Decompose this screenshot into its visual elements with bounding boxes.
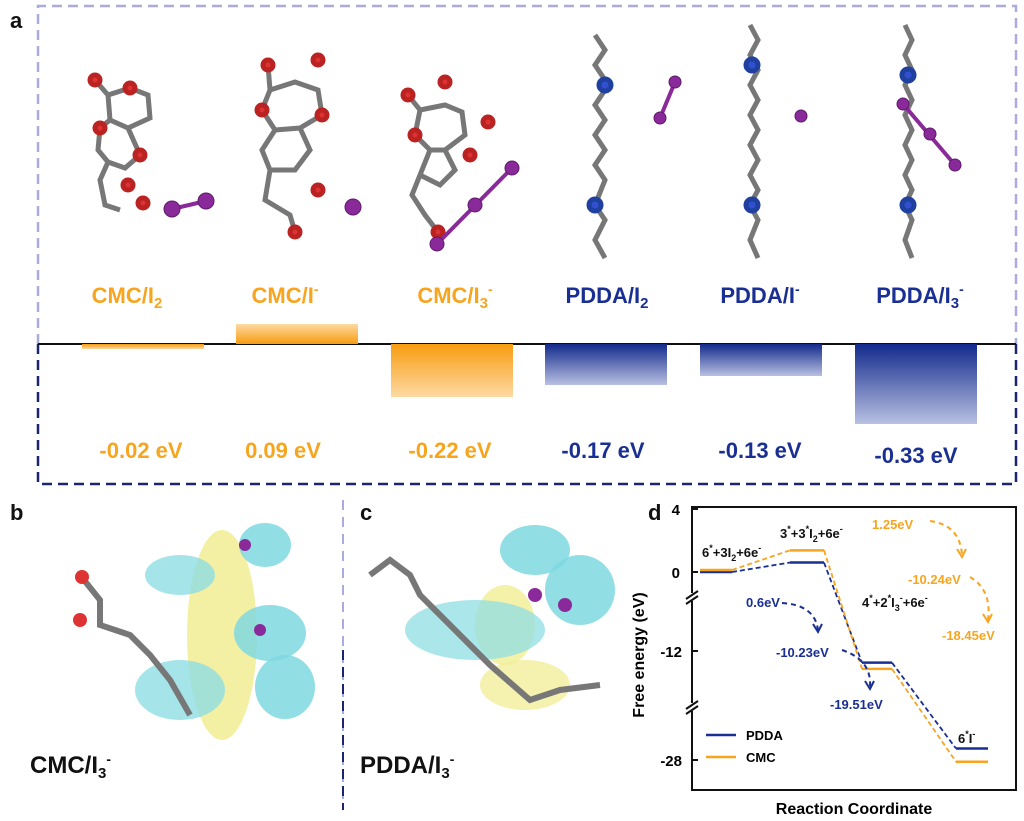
molecule-cmc-i3 <box>400 74 520 252</box>
arrowhead-cmc-1 <box>956 548 967 560</box>
connector-pdda-3 <box>891 662 957 750</box>
arrow-pdda-2 <box>841 649 872 688</box>
label-cmc-i2: CMC/I2 <box>91 283 163 312</box>
panel-a-frame <box>36 4 1018 486</box>
bar-pdda-i2 <box>545 344 667 385</box>
arrow-pdda-1 <box>781 602 819 631</box>
arrowhead-pdda-1 <box>812 623 823 635</box>
connector-pdda-1 <box>731 561 791 573</box>
y-tick-28: -28 <box>660 753 682 770</box>
arrowhead-pdda-2 <box>864 680 875 692</box>
legend-label-pdda: PDDA <box>746 728 783 743</box>
free-energy-chart: 4 0 -12 -28 Free energy (eV) Reaction Co… <box>631 502 1017 818</box>
cmc-step-2: -10.24eV <box>908 572 961 587</box>
energy-pdda-i3: -0.33 eV <box>874 443 958 468</box>
panel-c-letter: c <box>360 500 373 525</box>
energy-cmc-i: 0.09 eV <box>245 438 321 463</box>
molecule-cmc-i <box>254 52 362 240</box>
label-panel-c: PDDA/I3- <box>360 751 455 782</box>
y-tick-4: 4 <box>672 502 681 519</box>
legend-label-cmc: CMC <box>746 750 776 765</box>
cmc-step-1: 1.25eV <box>872 517 914 532</box>
arrow-cmc-1 <box>929 520 963 556</box>
bar-pdda-i3 <box>855 344 977 424</box>
energy-cmc-i2: -0.02 eV <box>99 438 183 463</box>
label-cmc-i3: CMC/I3- <box>417 281 493 312</box>
molecule-pdda-i <box>743 23 808 260</box>
label-pdda-i3: PDDA/I3- <box>876 281 964 312</box>
y-tick-0: 0 <box>672 565 680 582</box>
connector-pdda-2 <box>823 562 863 664</box>
connector-cmc-3 <box>891 668 957 763</box>
label-pdda-i: PDDA/I- <box>720 281 800 308</box>
label-cmc-i: CMC/I- <box>251 281 319 308</box>
axis-break-lower <box>685 700 699 715</box>
x-axis-label: Reaction Coordinate <box>776 801 933 818</box>
charge-density-pdda-i3 <box>368 525 615 710</box>
bar-cmc-i3 <box>391 344 513 397</box>
molecule-pdda-i3 <box>896 23 962 259</box>
state-label-1: 6*+3I2+6e- <box>702 543 761 563</box>
label-panel-b: CMC/I3- <box>30 751 112 782</box>
state-label-2: 3*+3*I2+6e- <box>780 524 843 544</box>
y-axis-label: Free energy (eV) <box>631 592 648 717</box>
connector-cmc-2 <box>823 550 863 670</box>
bar-pdda-i <box>700 344 822 376</box>
state-label-3: 4*+2*I3-+6e- <box>862 593 928 613</box>
label-pdda-i2: PDDA/I2 <box>565 283 649 312</box>
axis-break-upper <box>685 590 699 605</box>
bar-cmc-i2 <box>82 344 204 349</box>
cmc-step-3: -18.45eV <box>942 628 995 643</box>
y-tick-12: -12 <box>660 644 682 661</box>
arrowhead-cmc-2 <box>982 613 993 625</box>
charge-density-cmc-i3 <box>73 523 315 740</box>
molecule-pdda-i2 <box>586 33 682 260</box>
state-label-4: 6*I- <box>958 729 975 746</box>
arrow-cmc-2 <box>969 576 990 621</box>
panel-b-letter: b <box>10 500 24 525</box>
pdda-step-1: 0.6eV <box>746 595 780 610</box>
bar-cmc-i <box>236 324 358 344</box>
panel-a-letter: a <box>10 8 23 33</box>
energy-pdda-i: -0.13 eV <box>718 438 802 463</box>
pdda-step-3: -19.51eV <box>830 697 883 712</box>
panel-d-letter: d <box>648 500 662 525</box>
connector-cmc-1 <box>731 549 791 571</box>
pdda-step-2: -10.23eV <box>776 645 829 660</box>
molecule-cmc-i2 <box>87 72 215 218</box>
chart-frame <box>691 506 1017 791</box>
series-pdda <box>700 561 988 750</box>
energy-cmc-i3: -0.22 eV <box>408 438 492 463</box>
energy-pdda-i2: -0.17 eV <box>561 438 645 463</box>
panel-divider <box>342 500 344 810</box>
